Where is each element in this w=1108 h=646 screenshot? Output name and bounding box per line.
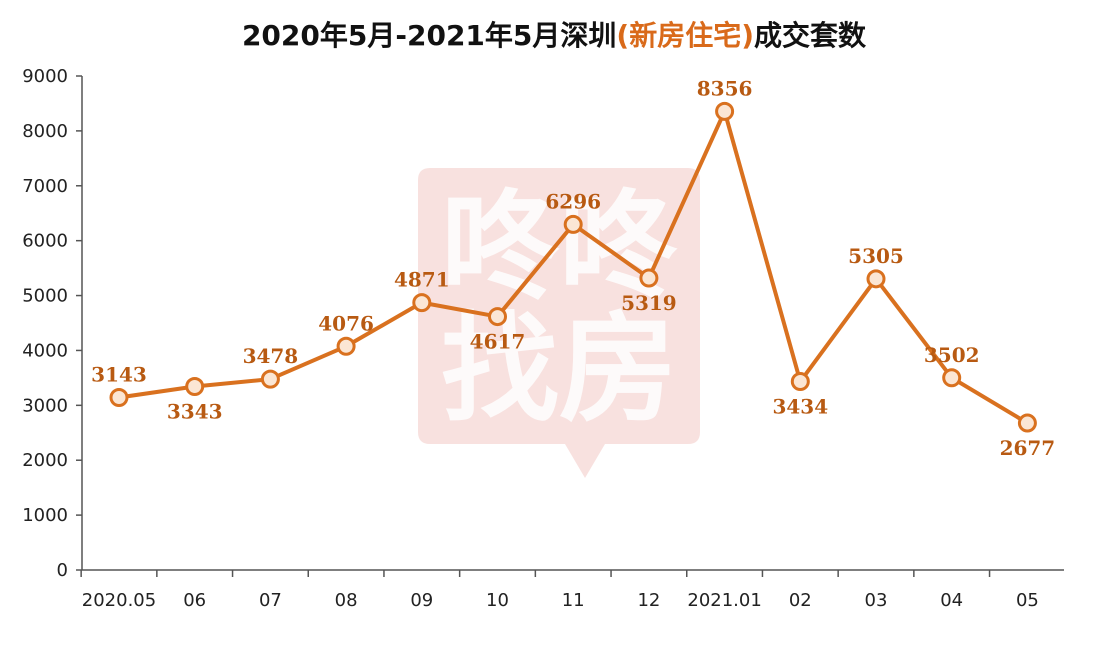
x-tick-label: 06 — [183, 590, 206, 611]
x-tick-label: 08 — [335, 590, 358, 611]
data-point — [1017, 413, 1037, 433]
watermark: 咚咚 找房 — [418, 168, 700, 478]
y-tick-label: 3000 — [22, 395, 68, 416]
y-axis-ticks: 0 1000 2000 3000 4000 5000 6000 7000 8000 9000 — [22, 66, 82, 581]
y-tick-label: 5000 — [22, 286, 68, 307]
data-label: 3143 — [91, 362, 147, 386]
data-point — [715, 101, 735, 121]
data-point — [185, 377, 205, 397]
data-point — [563, 214, 583, 234]
watermark-text-line2: 找房 — [441, 300, 677, 438]
x-tick-label: 03 — [865, 590, 888, 611]
data-label: 2677 — [1000, 436, 1056, 460]
x-tick-label: 12 — [637, 590, 660, 611]
data-label: 3434 — [772, 395, 828, 419]
x-tick-label: 09 — [410, 590, 433, 611]
y-tick-label: 7000 — [22, 176, 68, 197]
markers-group — [109, 101, 1037, 433]
data-label: 3478 — [243, 344, 299, 368]
data-label: 4871 — [394, 268, 450, 292]
data-point — [790, 372, 810, 392]
y-tick-label: 1000 — [22, 505, 68, 526]
y-tick-label: 0 — [57, 560, 68, 581]
data-label: 3502 — [924, 343, 980, 367]
data-labels-group: 3143 3343 3478 4076 4871 4617 6296 5319 8356 3434… — [91, 76, 1055, 460]
x-tick-label: 10 — [486, 590, 509, 611]
x-tick-label: 04 — [940, 590, 963, 611]
chart-title-suffix: 成交套数 — [754, 19, 867, 52]
x-tick-label: 2021.01 — [687, 590, 761, 611]
y-tick-label: 4000 — [22, 340, 68, 361]
data-point — [639, 268, 659, 288]
y-tick-label: 6000 — [22, 231, 68, 252]
data-label: 5305 — [848, 244, 904, 268]
x-tick-label: 11 — [562, 590, 585, 611]
x-tick-label: 07 — [259, 590, 282, 611]
chart-title-highlight: (新房住宅) — [616, 19, 755, 52]
data-label: 3343 — [167, 400, 223, 424]
y-tick-label: 2000 — [22, 450, 68, 471]
y-tick-label: 9000 — [22, 66, 68, 87]
x-tick-label: 2020.05 — [82, 590, 156, 611]
x-tick-label: 02 — [789, 590, 812, 611]
chart-title: 2020年5月-2021年5月深圳(新房住宅)成交套数 — [0, 14, 1108, 54]
data-label: 5319 — [621, 291, 677, 315]
data-point — [336, 336, 356, 356]
y-tick-label: 8000 — [22, 121, 68, 142]
data-point — [260, 369, 280, 389]
data-point — [942, 368, 962, 388]
chart-title-prefix: 2020年5月-2021年5月深圳 — [241, 19, 617, 52]
data-label: 6296 — [545, 189, 601, 213]
watermark-text-line1: 咚咚 — [441, 178, 678, 316]
data-label: 4076 — [318, 311, 374, 335]
data-point — [109, 387, 129, 407]
x-tick-label: 05 — [1016, 590, 1039, 611]
watermark-logo-shape — [418, 168, 700, 478]
data-point — [866, 269, 886, 289]
data-point — [412, 293, 432, 313]
data-label: 8356 — [697, 76, 753, 100]
data-point — [488, 307, 507, 327]
x-axis-ticks: 2020.05 06 07 08 09 10 11 12 2021.01 02 03 04 05 — [80, 570, 1039, 611]
axes — [81, 76, 1064, 571]
data-label: 4617 — [470, 330, 526, 354]
